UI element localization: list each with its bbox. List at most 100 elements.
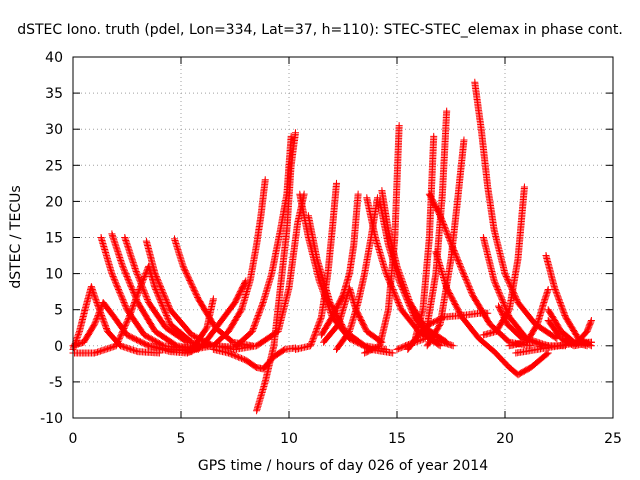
plus-marker-run — [209, 345, 231, 357]
plus-marker-run — [432, 248, 450, 290]
plus-marker-run — [542, 252, 558, 291]
plus-marker-run — [361, 343, 382, 357]
plus-marker — [443, 107, 451, 115]
x-tick-label: 20 — [496, 431, 514, 447]
x-tick-label: 15 — [388, 431, 406, 447]
y-tick-label: 5 — [54, 303, 63, 319]
plus-marker-run — [324, 228, 336, 278]
chart-title: dSTEC Iono. truth (pdel, Lon=334, Lat=37… — [17, 22, 623, 38]
plus-marker — [209, 295, 217, 303]
plus-marker-run — [220, 300, 238, 321]
plus-marker-run — [140, 331, 166, 349]
plus-marker-run — [471, 78, 485, 132]
plus-marker — [430, 132, 438, 140]
plus-marker — [333, 179, 341, 187]
plus-marker — [484, 309, 492, 317]
plus-marker-run — [134, 299, 158, 334]
x-tick-label: 5 — [177, 431, 186, 447]
y-tick-label: 40 — [45, 50, 63, 66]
plus-marker-run — [425, 134, 438, 241]
plus-marker — [287, 132, 295, 140]
x-tick-label: 25 — [604, 431, 622, 447]
data-series-18 — [292, 179, 341, 353]
plus-marker-run — [248, 300, 266, 335]
plus-marker-run — [328, 293, 346, 321]
plus-marker-run — [562, 313, 582, 341]
plus-marker-run — [527, 350, 551, 371]
plus-marker-run — [253, 213, 265, 249]
plus-marker-run — [285, 221, 301, 292]
plus-marker-run — [317, 314, 335, 339]
plus-marker-run — [166, 306, 195, 338]
plus-marker-run — [458, 313, 482, 341]
plus-marker — [389, 349, 397, 357]
plus-marker-run — [371, 234, 390, 276]
plus-marker — [587, 317, 595, 325]
data-series-33 — [432, 248, 552, 379]
plus-marker-run — [454, 138, 468, 205]
plus-marker-run — [99, 299, 117, 320]
data-series-26 — [393, 132, 438, 353]
x-axis-title: GPS time / hours of day 026 of year 2014 — [198, 458, 488, 474]
plus-marker-run — [495, 302, 510, 327]
plus-marker-run — [246, 242, 260, 285]
plus-marker-run — [87, 283, 100, 305]
plus-marker-run — [304, 212, 321, 262]
y-tick-label: 15 — [45, 231, 63, 247]
data-series-25 — [361, 122, 403, 357]
plus-marker-run — [91, 342, 119, 357]
plus-marker-run — [363, 194, 379, 240]
plus-marker-run — [253, 328, 281, 350]
plus-marker-run — [145, 299, 169, 330]
plus-marker-run — [346, 242, 358, 278]
plus-marker-run — [404, 332, 422, 353]
y-tick-label: 35 — [45, 86, 63, 102]
plus-marker — [354, 190, 362, 198]
plus-marker-run — [484, 183, 498, 233]
plus-marker-run — [242, 356, 259, 371]
plus-marker-run — [391, 123, 403, 241]
data-series-20 — [317, 190, 362, 339]
plus-marker-run — [454, 255, 476, 298]
plus-marker-run — [352, 306, 370, 334]
plus-marker-run — [108, 270, 130, 312]
plus-marker-run — [257, 177, 269, 220]
plus-marker-run — [328, 181, 340, 234]
plus-marker-run — [80, 321, 98, 346]
plus-marker — [544, 285, 552, 293]
plot-frame — [72, 56, 614, 419]
data-series-41 — [512, 338, 595, 357]
plus-marker-run — [423, 322, 443, 350]
y-axis-title: dSTEC / TECUs — [8, 185, 24, 288]
y-tick-label: 0 — [54, 339, 63, 355]
plus-marker-run — [171, 235, 187, 269]
plus-marker-run — [333, 329, 353, 353]
plus-marker-run — [317, 271, 332, 321]
plus-marker-run — [123, 306, 147, 338]
plus-marker-run — [108, 230, 126, 269]
plus-marker-run — [438, 109, 451, 198]
plus-marker-run — [119, 262, 141, 305]
plus-marker-run — [490, 348, 512, 370]
plus-marker-run — [261, 343, 277, 386]
data-series-10 — [166, 295, 217, 353]
plus-marker-run — [475, 335, 497, 355]
y-tick-label: 30 — [45, 122, 63, 138]
data-series-15 — [231, 190, 308, 353]
data-series-37 — [505, 285, 552, 350]
plus-marker-run — [503, 320, 525, 341]
x-tick-label: 10 — [280, 431, 298, 447]
plus-marker-run — [209, 314, 227, 335]
plus-marker-run — [384, 235, 399, 314]
plus-marker-run — [523, 321, 541, 346]
data-series-34 — [479, 183, 528, 339]
plus-marker-run — [76, 304, 90, 335]
data-series-21 — [320, 284, 386, 346]
plus-marker-run — [259, 271, 275, 306]
plus-marker-run — [346, 284, 359, 312]
plus-marker-run — [376, 197, 392, 247]
plus-marker-run — [112, 314, 132, 350]
plus-marker-run — [203, 296, 217, 332]
plus-marker-run — [514, 185, 528, 263]
